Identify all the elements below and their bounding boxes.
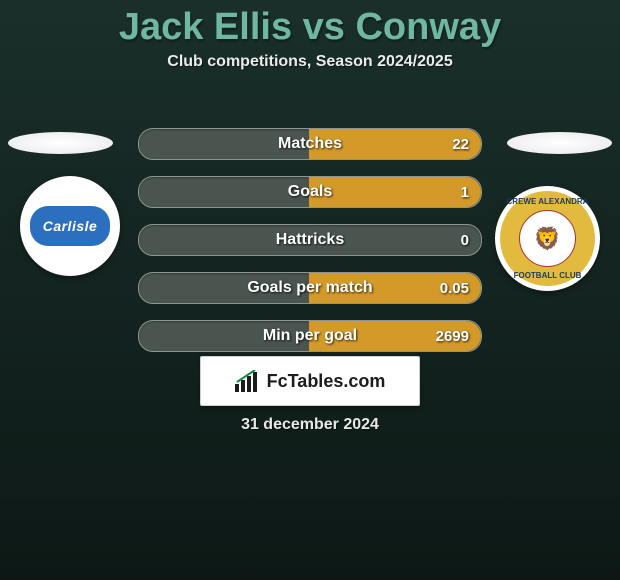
stats-panel: Matches 22 Goals 1 Hattricks 0 Goals per match…: [138, 128, 482, 368]
stat-value-right: 0.05: [440, 280, 469, 297]
stat-label: Goals per match: [247, 279, 372, 297]
club-right-text-top: CREWE ALEXANDRA: [507, 197, 589, 206]
stat-label: Goals: [288, 183, 332, 201]
stat-label: Hattricks: [276, 231, 344, 249]
stat-value-right: 2699: [436, 328, 469, 345]
stat-value-right: 22: [452, 136, 469, 153]
player-left-photo: [8, 132, 113, 154]
player-right-photo: [507, 132, 612, 154]
club-right-ring: CREWE ALEXANDRA 🦁 FOOTBALL CLUB: [500, 191, 595, 286]
stat-row: Goals per match 0.05: [138, 272, 482, 304]
subtitle: Club competitions, Season 2024/2025: [0, 53, 620, 71]
club-left-name: Carlisle: [30, 206, 110, 246]
brand-text: FcTables.com: [267, 371, 386, 392]
brand-chart-icon: [235, 370, 261, 392]
club-right-text-bottom: FOOTBALL CLUB: [514, 271, 582, 280]
club-left-badge: Carlisle: [20, 176, 120, 276]
stat-row: Matches 22: [138, 128, 482, 160]
stat-row: Goals 1: [138, 176, 482, 208]
date: 31 december 2024: [0, 416, 620, 434]
stat-label: Matches: [278, 135, 342, 153]
stat-row: Min per goal 2699: [138, 320, 482, 352]
stat-row: Hattricks 0: [138, 224, 482, 256]
brand-badge[interactable]: FcTables.com: [200, 356, 420, 406]
stat-label: Min per goal: [263, 327, 357, 345]
club-right-badge: CREWE ALEXANDRA 🦁 FOOTBALL CLUB: [495, 186, 600, 291]
page-title: Jack Ellis vs Conway: [0, 6, 620, 49]
stat-bar-right: [309, 177, 481, 207]
stat-value-right: 0: [461, 232, 469, 249]
stat-value-right: 1: [461, 184, 469, 201]
comparison-infographic: Jack Ellis vs Conway Club competitions, …: [0, 6, 620, 580]
club-right-emblem: 🦁: [519, 210, 576, 267]
